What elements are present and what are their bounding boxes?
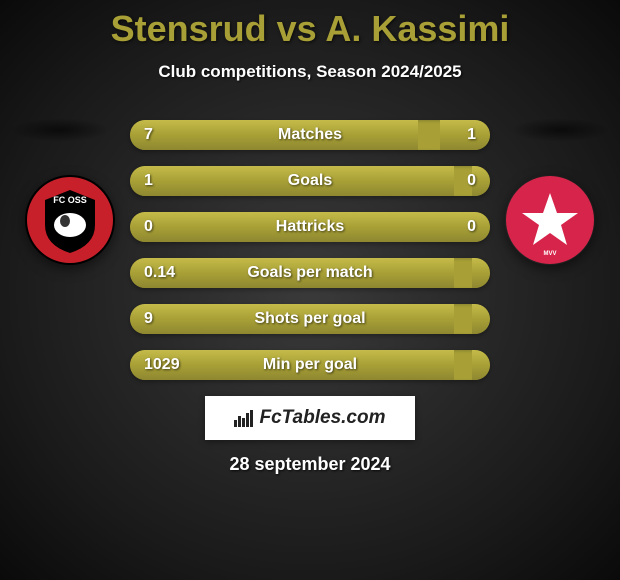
stat-left-value: 1 — [144, 172, 153, 190]
stat-row-hattricks: 0 Hattricks 0 — [130, 212, 490, 242]
stat-row-matches: 7 Matches 1 — [130, 120, 490, 150]
stat-left-value: 0.14 — [144, 264, 175, 282]
team-badge-left: FC OSS — [25, 175, 115, 265]
stat-left-value: 7 — [144, 126, 153, 144]
svg-text:MVV: MVV — [543, 251, 556, 257]
chart-icon — [234, 410, 253, 427]
shadow-left — [10, 118, 110, 142]
stat-label: Goals — [288, 172, 332, 190]
stat-row-spg: 9 Shots per goal — [130, 304, 490, 334]
stat-label: Shots per goal — [254, 310, 365, 328]
stat-rows: 7 Matches 1 1 Goals 0 0 Hatt — [130, 120, 490, 380]
stat-right-value: 0 — [467, 172, 476, 190]
team-badge-right: MVV — [505, 175, 595, 265]
brand-text: FcTables.com — [259, 407, 385, 429]
stat-label: Hattricks — [276, 218, 344, 236]
date-label: 28 september 2024 — [0, 454, 620, 475]
stat-row-goals: 1 Goals 0 — [130, 166, 490, 196]
stat-label: Matches — [278, 126, 342, 144]
svg-text:FC OSS: FC OSS — [53, 195, 87, 205]
stat-left-value: 9 — [144, 310, 153, 328]
stat-left-value: 1029 — [144, 356, 180, 374]
subtitle: Club competitions, Season 2024/2025 — [0, 62, 620, 82]
shadow-right — [510, 118, 610, 142]
stat-row-mpg: 1029 Min per goal — [130, 350, 490, 380]
stat-left-value: 0 — [144, 218, 153, 236]
brand-badge[interactable]: FcTables.com — [205, 396, 415, 440]
stats-area: FC OSS MVV 7 Matches 1 — [0, 120, 620, 475]
page-title: Stensrud vs A. Kassimi — [0, 8, 620, 50]
stat-row-gpm: 0.14 Goals per match — [130, 258, 490, 288]
stat-right-value: 0 — [467, 218, 476, 236]
comparison-card: Stensrud vs A. Kassimi Club competitions… — [0, 0, 620, 580]
stat-label: Goals per match — [247, 264, 372, 282]
stat-right-value: 1 — [467, 126, 476, 144]
stat-label: Min per goal — [263, 356, 357, 374]
